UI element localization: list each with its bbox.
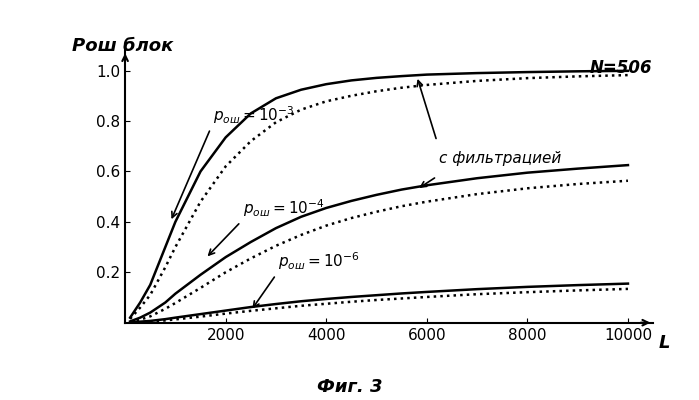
- Text: Фиг. 3: Фиг. 3: [317, 378, 382, 396]
- Text: с фильтрацией: с фильтрацией: [440, 151, 561, 166]
- Text: $p_{ош}=10^{-6}$: $p_{ош}=10^{-6}$: [278, 250, 360, 272]
- Text: Рош блок: Рош блок: [72, 37, 173, 55]
- Text: L: L: [658, 334, 670, 352]
- Text: $p_{ош}=10^{-4}$: $p_{ош}=10^{-4}$: [243, 198, 325, 219]
- Text: N=506: N=506: [590, 58, 652, 76]
- Text: $p_{ош}=10^{-3}$: $p_{ош}=10^{-3}$: [213, 104, 295, 126]
